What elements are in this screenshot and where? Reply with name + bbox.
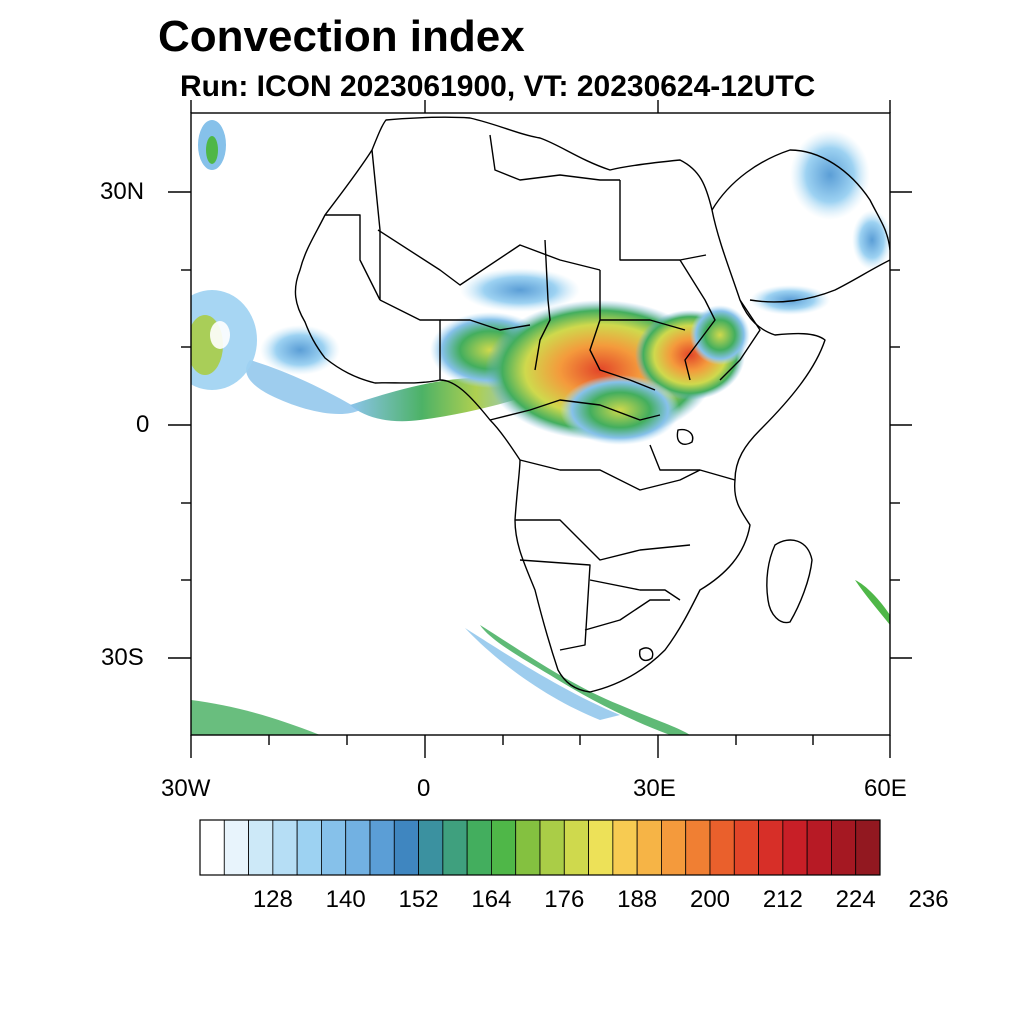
atlantic-cyclone-core bbox=[210, 321, 230, 349]
convection-field bbox=[191, 120, 890, 735]
border-line bbox=[440, 319, 531, 331]
colorbar-swatch bbox=[685, 819, 711, 876]
arabia-coastline bbox=[711, 149, 890, 303]
border-line bbox=[679, 259, 716, 381]
lesotho bbox=[638, 647, 654, 662]
border-line bbox=[534, 239, 551, 371]
colorbar-swatch bbox=[758, 819, 784, 876]
colorbar-tick-label: 128 bbox=[252, 886, 293, 913]
africa-coastline bbox=[294, 116, 826, 693]
colorbar-swatch bbox=[563, 819, 589, 876]
ethiopia-convection bbox=[690, 305, 750, 365]
border-line bbox=[589, 270, 656, 391]
border-line bbox=[489, 134, 620, 181]
colorbar-swatch bbox=[248, 819, 274, 876]
colorbar-swatch bbox=[345, 819, 371, 876]
lon-label-60e: 60E bbox=[864, 775, 907, 802]
nw-cloud-core bbox=[206, 136, 218, 164]
colorbar-swatch bbox=[321, 819, 347, 876]
gulf-guinea-cloud bbox=[260, 325, 340, 375]
lat-label-0: 0 bbox=[136, 411, 150, 438]
border-line bbox=[600, 319, 686, 331]
colorbar-tick-label: 164 bbox=[471, 886, 512, 913]
lake-victoria bbox=[676, 428, 694, 445]
border-line bbox=[719, 299, 761, 381]
colorbar-swatch bbox=[393, 819, 419, 876]
colorbar-tick-label: 212 bbox=[762, 886, 803, 913]
west-atlantic-band bbox=[246, 360, 360, 415]
colorbar-swatch bbox=[539, 819, 565, 876]
colorbar-tick-label: 152 bbox=[398, 886, 439, 913]
lat-label-30n: 30N bbox=[100, 178, 145, 205]
colorbar-outline bbox=[199, 819, 881, 876]
colorbar-tick-label: 224 bbox=[835, 886, 876, 913]
colorbar-swatch bbox=[466, 819, 492, 876]
border-line bbox=[649, 444, 736, 481]
border-line bbox=[519, 559, 591, 651]
chart-subtitle: Run: ICON 2023061900, VT: 20230624-12UTC bbox=[180, 70, 816, 103]
colorbar-swatch bbox=[636, 819, 662, 876]
colorbar-swatch bbox=[855, 819, 881, 876]
border-line bbox=[489, 399, 661, 421]
arabia-cloud bbox=[750, 285, 830, 315]
lon-label-0: 0 bbox=[417, 775, 431, 802]
border-line bbox=[371, 149, 381, 300]
border-line bbox=[377, 229, 601, 286]
border-line bbox=[515, 519, 691, 561]
lat-label-30s: 30S bbox=[101, 644, 144, 671]
iran-cloud bbox=[852, 210, 890, 270]
colorbar-swatch bbox=[661, 819, 687, 876]
colorbar-tick-label: 236 bbox=[908, 886, 949, 913]
colorbar-swatch bbox=[782, 819, 808, 876]
colorbar-swatch bbox=[806, 819, 832, 876]
sahel-cirrus bbox=[460, 268, 580, 312]
colorbar-swatch bbox=[442, 819, 468, 876]
colorbar-swatch bbox=[831, 819, 857, 876]
colorbar-swatch bbox=[709, 819, 735, 876]
colorbar-swatch bbox=[223, 819, 249, 876]
southwest-front bbox=[191, 700, 320, 735]
colorbar-tick-label: 200 bbox=[689, 886, 731, 913]
colorbar-tick-label: 140 bbox=[325, 886, 366, 913]
colorbar-tick-label: 188 bbox=[617, 886, 658, 913]
border-line bbox=[619, 180, 707, 261]
colorbar-swatch bbox=[296, 819, 322, 876]
colorbar-swatch bbox=[272, 819, 298, 876]
map-frame bbox=[190, 112, 891, 736]
colorbar-swatch bbox=[491, 819, 517, 876]
border-line bbox=[379, 299, 441, 380]
axis-ticks bbox=[168, 100, 912, 758]
colorbar bbox=[199, 819, 881, 876]
indian-ocean-band bbox=[855, 580, 890, 625]
colorbar-swatch bbox=[369, 819, 395, 876]
border-line bbox=[589, 579, 681, 601]
colorbar-swatch bbox=[515, 819, 541, 876]
colorbar-swatch bbox=[588, 819, 614, 876]
border-line bbox=[325, 214, 381, 301]
colorbar-swatch bbox=[199, 819, 225, 876]
madagascar bbox=[766, 539, 813, 624]
colorbar-tick-label: 176 bbox=[544, 886, 585, 913]
colorbar-swatch bbox=[733, 819, 759, 876]
mediterranean-cloud bbox=[790, 130, 870, 220]
south-atlantic-front-edge bbox=[465, 628, 620, 720]
atlantic-convection-band bbox=[350, 377, 530, 422]
border-line bbox=[584, 599, 670, 631]
coastlines-borders bbox=[294, 116, 890, 693]
lon-label-30w: 30W bbox=[161, 775, 211, 802]
colorbar-swatch bbox=[418, 819, 444, 876]
border-line bbox=[519, 459, 701, 491]
congo-convection bbox=[560, 375, 680, 445]
colorbar-swatch bbox=[612, 819, 638, 876]
chart-title: Convection index bbox=[158, 12, 525, 61]
lon-label-30e: 30E bbox=[633, 775, 676, 802]
